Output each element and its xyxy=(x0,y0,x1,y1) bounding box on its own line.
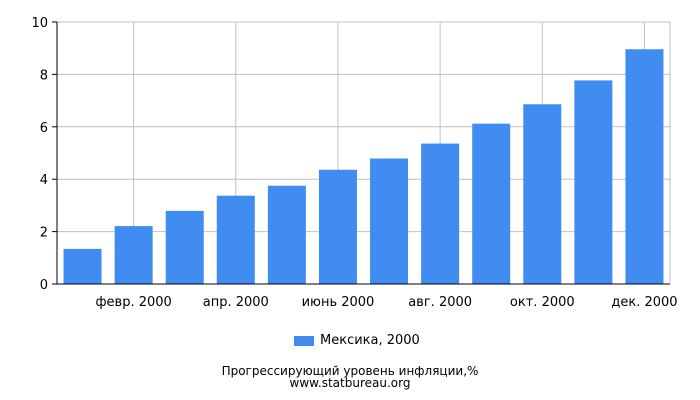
bar xyxy=(370,158,409,284)
bar xyxy=(216,195,255,284)
bar xyxy=(421,143,460,284)
x-tick-label: дек. 2000 xyxy=(611,295,677,310)
x-tick-label: июнь 2000 xyxy=(302,295,375,310)
bar xyxy=(574,80,613,285)
y-tick-label: 2 xyxy=(40,226,48,241)
y-tick-label: 6 xyxy=(40,121,48,136)
bar xyxy=(114,226,153,284)
bar xyxy=(267,185,306,284)
x-tick-label: февр. 2000 xyxy=(95,295,171,310)
source-url: www.statbureau.org xyxy=(289,376,411,390)
bar xyxy=(165,210,204,284)
y-tick-label: 10 xyxy=(31,16,48,31)
legend-label: Мексика, 2000 xyxy=(320,333,420,348)
y-tick-label: 4 xyxy=(40,173,48,188)
bar xyxy=(318,169,357,284)
legend: Мексика, 2000 xyxy=(294,333,420,348)
bar xyxy=(523,104,562,284)
y-tick-label: 8 xyxy=(40,68,48,83)
legend-swatch xyxy=(294,335,314,346)
y-tick-label: 0 xyxy=(40,278,48,293)
x-tick-label: апр. 2000 xyxy=(203,295,269,310)
bar xyxy=(63,248,102,284)
x-tick-label: авг. 2000 xyxy=(408,295,472,310)
bar xyxy=(625,49,664,284)
bar-chart: 0 2 4 6 8 10 февр. 2000 апр. 2000 июнь 2000 авг. … xyxy=(31,16,677,310)
bar xyxy=(472,123,511,284)
x-tick-label: окт. 2000 xyxy=(510,295,575,310)
chart-caption: Прогрессирующий уровень инфляции,% xyxy=(221,364,479,378)
